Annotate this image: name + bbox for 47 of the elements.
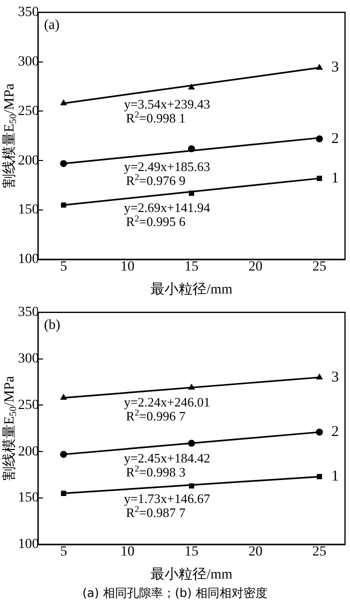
x-tick-label: 5 <box>60 544 68 560</box>
series-label: 2 <box>331 130 339 147</box>
series-label: 1 <box>331 468 339 485</box>
point <box>316 135 323 142</box>
point <box>188 384 195 390</box>
point <box>316 64 323 70</box>
point <box>188 483 194 489</box>
point <box>188 145 195 152</box>
annotation: (a) <box>44 18 60 34</box>
point <box>60 160 68 168</box>
series-label: 1 <box>331 170 339 186</box>
point <box>316 474 322 480</box>
x-axis-title: 最小粒径/mm <box>150 566 232 582</box>
y-axis-title: 割线模量E50/MPa <box>2 375 20 481</box>
x-tick-label: 25 <box>312 544 326 560</box>
x-tick-label: 25 <box>312 259 326 274</box>
annotation: y=2.24x+246.01 <box>124 394 210 410</box>
x-tick-label: 20 <box>248 544 262 560</box>
point <box>188 190 194 196</box>
point <box>60 490 66 496</box>
text: (a) 相同孔隙率；(b) 相同相对密度 <box>81 585 269 601</box>
point <box>316 374 323 380</box>
x-tick-label: 10 <box>120 259 135 274</box>
annotation: y=2.45x+184.42 <box>124 450 210 466</box>
annotation: y=2.69x+141.94 <box>124 200 211 216</box>
series-label: 3 <box>331 369 339 386</box>
series-label: 2 <box>331 424 339 440</box>
x-tick-label: 15 <box>184 544 198 560</box>
x-tick-label: 5 <box>60 259 68 274</box>
x-tick-label: 20 <box>248 259 262 274</box>
point <box>316 428 323 436</box>
annotation: (b) <box>44 318 61 334</box>
y-axis-title: 割线模量E50/MPa <box>2 82 20 188</box>
point <box>60 202 66 208</box>
annotation: y=3.54x+239.43 <box>124 96 210 112</box>
point <box>188 440 195 447</box>
x-tick-label: 10 <box>120 544 135 560</box>
annotation: y=1.73x+146.67 <box>124 490 211 506</box>
point <box>60 394 67 400</box>
series-label: 3 <box>331 60 339 76</box>
annotation: y=2.49x+185.63 <box>124 158 210 174</box>
point <box>316 176 322 182</box>
x-tick-label: 15 <box>184 259 198 274</box>
point <box>60 100 67 106</box>
x-axis-title: 最小粒径/mm <box>150 281 232 298</box>
point <box>60 450 68 458</box>
point <box>188 84 195 90</box>
